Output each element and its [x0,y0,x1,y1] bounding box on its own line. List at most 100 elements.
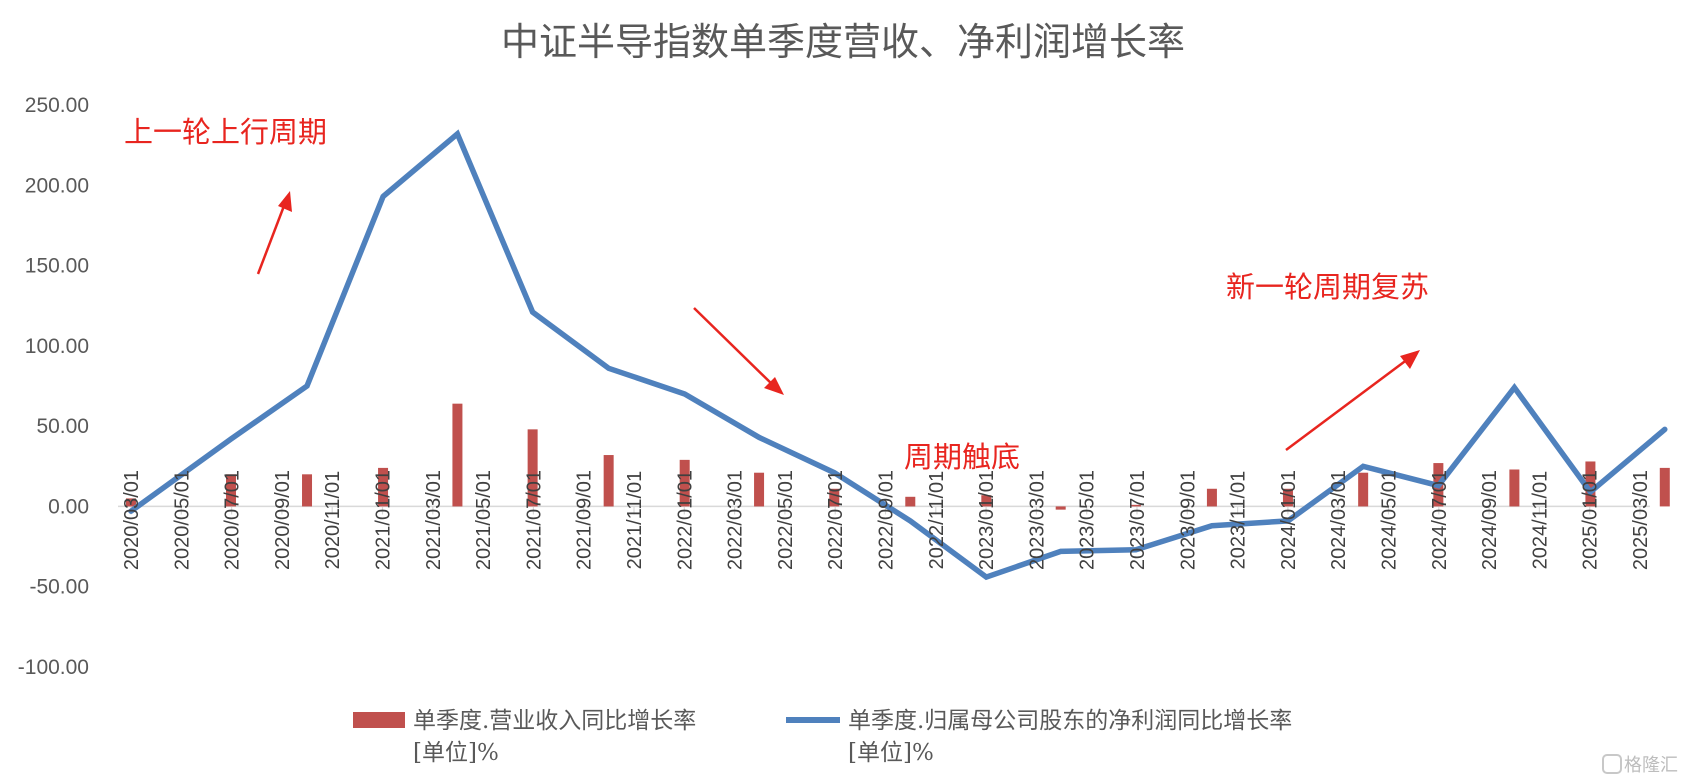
x-tick-label: 2021/09/01 [574,470,596,570]
bar [1206,488,1217,507]
line-point [382,196,384,198]
bar [126,498,136,507]
line-point [1589,491,1591,493]
line-point [909,520,911,522]
bar [1585,461,1596,507]
bar [1130,504,1141,507]
bar [1055,506,1066,510]
bar [378,467,389,507]
x-tick-label: 2022/03/01 [725,470,747,570]
x-tick-label: 2023/09/01 [1177,470,1199,570]
x-tick-label: 2020/11/01 [322,471,344,570]
arrow-down-icon [693,307,784,395]
bar [1282,488,1293,507]
y-tick-label: 150.00 [25,255,89,278]
x-tick-label: 2024/01/01 [1278,470,1300,570]
bar [679,459,690,507]
x-tick-label: 2024/05/01 [1379,470,1401,570]
y-tick-label: 250.00 [25,94,89,117]
line-point [684,393,686,395]
line-point [1513,387,1515,389]
x-tick-label: 2023/05/01 [1077,470,1099,570]
legend-bar-label: 单季度.营业收入同比增长率 [413,708,696,734]
line-point [1211,525,1213,527]
x-tick-label: 2021/07/01 [523,470,545,570]
y-axis-ticks: 250.00 200.00 150.00 100.00 50.00 0.00 -50.00 -… [18,94,89,679]
bar [302,474,313,507]
x-tick-label: 2021/01/01 [373,470,395,570]
watermark-logo: 格隆汇 [1602,754,1678,776]
arrow-up-icon [256,191,292,275]
annotation-previous-upcycle: 上一轮上行周期 [124,115,327,149]
x-tick-label: 2023/07/01 [1127,470,1149,570]
x-tick-label: 2022/09/01 [876,470,898,570]
y-tick-label: 0.00 [48,495,89,518]
x-tick-label: 2022/11/01 [926,471,948,570]
bar [829,488,840,507]
x-tick-label: 2023/03/01 [1026,470,1048,570]
line-point [1060,550,1062,552]
line-point [1664,428,1666,430]
y-tick-label: -50.00 [29,576,89,599]
line-point [130,510,132,512]
line-point [758,436,760,438]
bar [452,403,463,507]
line-point [1135,549,1137,551]
x-tick-label: 2020/09/01 [272,470,294,570]
x-tick-label: 2021/05/01 [473,470,495,570]
x-tick-label: 2021/11/01 [624,471,646,570]
annotation-new-recovery: 新一轮周期复苏 [1226,270,1429,304]
bar [527,429,538,507]
line-point [306,385,308,387]
x-tick-label: 2024/11/01 [1529,471,1551,570]
legend-line-unit: [单位]% [848,740,934,766]
bar [1509,469,1520,507]
x-tick-label: 2024/03/01 [1328,470,1350,570]
bar [981,495,992,507]
line-point [1287,520,1289,522]
bar [754,472,765,507]
arrow-up-right-icon [1285,350,1420,452]
bar [1659,467,1670,507]
bar [1358,472,1369,507]
line-point [1362,465,1364,467]
svg-text:格隆汇: 格隆汇 [1624,755,1678,776]
x-tick-label: 2025/01/01 [1580,470,1602,570]
y-tick-label: 200.00 [25,174,89,197]
x-tick-label: 2022/07/01 [825,470,847,570]
x-tick-label: 2022/05/01 [775,470,797,570]
y-tick-label: -100.00 [18,656,89,679]
line-point [456,133,458,135]
legend-bar-swatch [353,712,405,728]
bar [225,474,236,507]
x-axis-ticks: 2020/03/01 2020/05/01 2020/07/01 2020/09/01… [121,470,1652,570]
x-tick-label: 2020/03/01 [121,470,143,570]
line-point [1437,485,1439,487]
x-tick-label: 2023/01/01 [976,470,998,570]
annotation-cycle-bottom: 周期触底 [904,440,1020,474]
bar [905,496,916,507]
x-tick-label: 2022/01/01 [674,470,696,570]
x-tick-label: 2025/03/01 [1630,470,1652,570]
x-tick-label: 2023/11/01 [1228,471,1250,570]
line-point [608,367,610,369]
x-tick-label: 2024/07/01 [1429,470,1451,570]
legend-line-label: 单季度.归属母公司股东的净利润同比增长率 [848,708,1292,734]
x-tick-label: 2020/05/01 [171,470,193,570]
x-tick-label: 2021/03/01 [423,470,445,570]
line-point [532,311,534,313]
bar [603,455,614,507]
line-series [128,129,1668,581]
x-tick-label: 2020/07/01 [222,470,244,570]
line-point [985,576,987,578]
chart-title: 中证半导指数单季度营收、净利润增长率 [501,20,1185,64]
y-tick-label: 50.00 [36,415,89,438]
legend: 单季度.营业收入同比增长率 [单位]% 单季度.归属母公司股东的净利润同比增长率… [353,708,1292,766]
line-point [230,438,232,440]
y-tick-label: 100.00 [25,335,89,358]
x-tick-label: 2024/09/01 [1479,470,1501,570]
legend-bar-unit: [单位]% [413,740,499,766]
line-point [833,472,835,474]
